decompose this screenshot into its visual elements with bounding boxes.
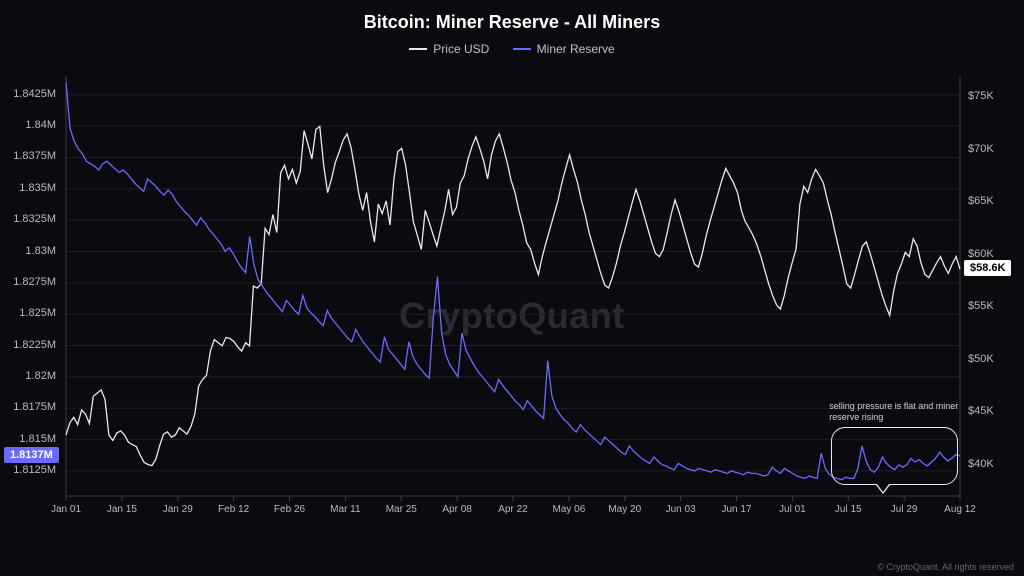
legend-item-price: Price USD: [409, 42, 489, 56]
legend-swatch-price: [409, 48, 427, 50]
y-right-tick-label: $70K: [968, 143, 994, 155]
y-right-tick-label: $60K: [968, 248, 994, 260]
x-tick-label: Mar 25: [386, 504, 417, 515]
annotation-tail: [876, 485, 890, 494]
y-left-tick-label: 1.815M: [0, 433, 56, 445]
x-tick-label: Mar 11: [330, 504, 360, 515]
x-tick-label: Feb 12: [218, 504, 249, 515]
y-left-tick-label: 1.8425M: [0, 88, 56, 100]
y-left-tick-label: 1.82M: [0, 370, 56, 382]
legend-label-price: Price USD: [433, 42, 489, 56]
reserve-current-badge: 1.8137M: [4, 447, 59, 463]
y-right-tick-label: $50K: [968, 353, 994, 365]
chart-legend: Price USD Miner Reserve: [0, 33, 1024, 56]
legend-swatch-reserve: [513, 48, 531, 50]
y-left-tick-label: 1.8375M: [0, 150, 56, 162]
x-tick-label: Jun 17: [721, 504, 751, 515]
x-tick-label: Apr 22: [498, 504, 527, 515]
y-left-tick-label: 1.8275M: [0, 276, 56, 288]
y-right-tick-label: $65K: [968, 195, 994, 207]
y-left-tick-label: 1.8325M: [0, 213, 56, 225]
x-tick-label: May 06: [552, 504, 585, 515]
annotation-text: selling pressure is flat and miner reser…: [829, 401, 959, 424]
y-left-tick-label: 1.8125M: [0, 464, 56, 476]
annotation-box: [831, 427, 958, 485]
legend-item-reserve: Miner Reserve: [513, 42, 615, 56]
y-right-tick-label: $55K: [968, 300, 994, 312]
chart-svg: [0, 56, 1024, 576]
x-tick-label: Jan 01: [51, 504, 81, 515]
x-tick-label: Jan 15: [107, 504, 137, 515]
x-tick-label: Feb 26: [274, 504, 305, 515]
x-tick-label: Aug 12: [944, 504, 976, 515]
x-tick-label: May 20: [608, 504, 641, 515]
y-right-tick-label: $40K: [968, 458, 994, 470]
price-current-badge: $58.6K: [964, 260, 1011, 276]
x-tick-label: Jul 01: [779, 504, 806, 515]
y-right-tick-label: $75K: [968, 90, 994, 102]
y-left-tick-label: 1.83M: [0, 245, 56, 257]
y-left-tick-label: 1.84M: [0, 119, 56, 131]
y-left-tick-label: 1.835M: [0, 182, 56, 194]
x-tick-label: Apr 08: [442, 504, 471, 515]
y-left-tick-label: 1.8225M: [0, 339, 56, 351]
legend-label-reserve: Miner Reserve: [537, 42, 615, 56]
chart-title: Bitcoin: Miner Reserve - All Miners: [0, 0, 1024, 33]
x-tick-label: Jul 29: [891, 504, 918, 515]
y-left-tick-label: 1.825M: [0, 307, 56, 319]
x-tick-label: Jun 03: [666, 504, 696, 515]
x-tick-label: Jul 15: [835, 504, 862, 515]
copyright-text: © CryptoQuant. All rights reserved: [877, 562, 1014, 572]
x-tick-label: Jan 29: [163, 504, 193, 515]
y-left-tick-label: 1.8175M: [0, 401, 56, 413]
y-right-tick-label: $45K: [968, 405, 994, 417]
chart-area[interactable]: CryptoQuant 1.8125M1.815M1.8175M1.82M1.8…: [0, 56, 1024, 576]
